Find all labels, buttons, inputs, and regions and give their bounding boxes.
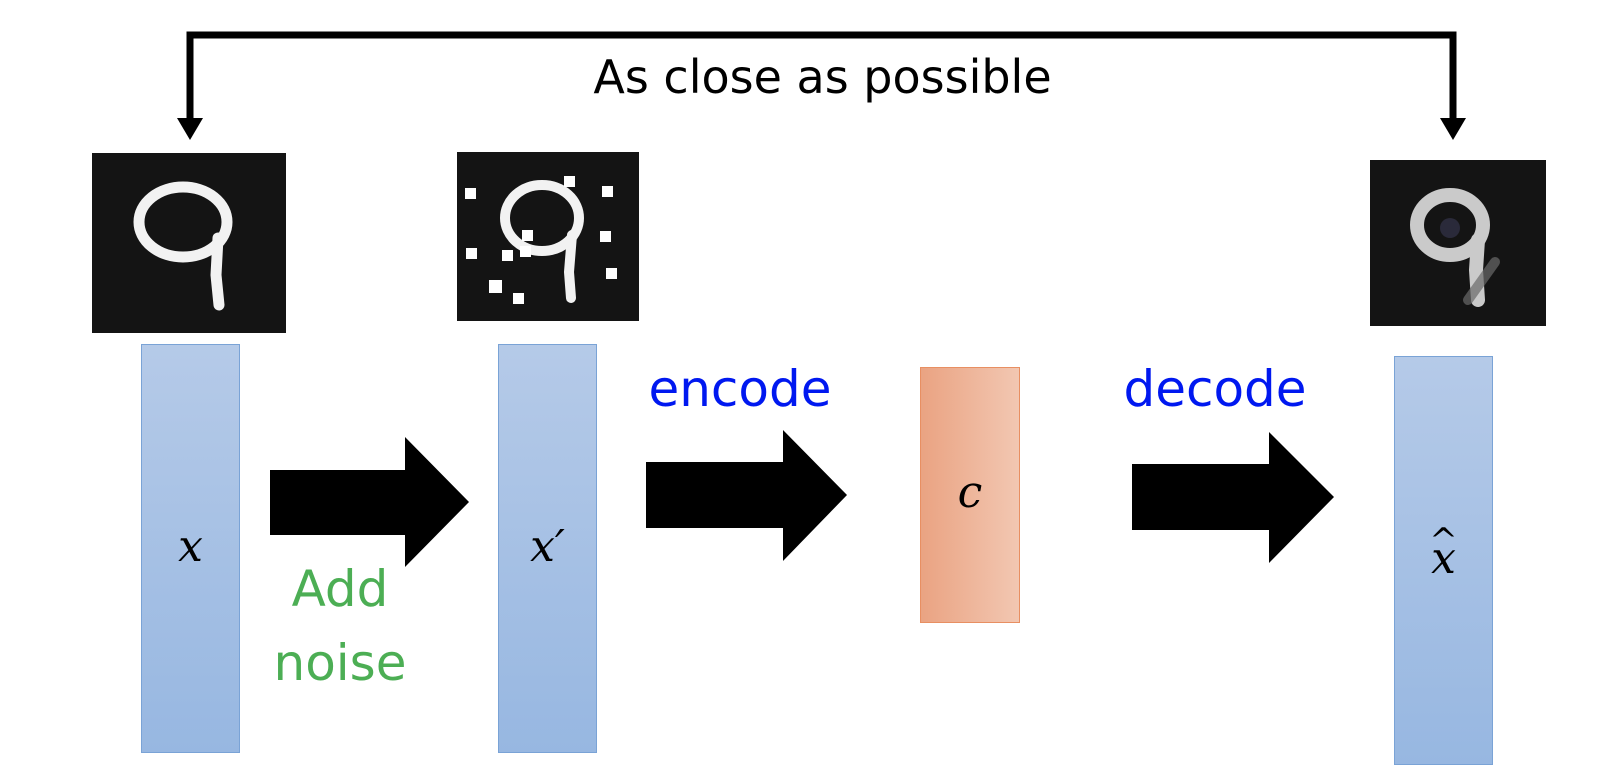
hat-accent: ^ bbox=[1429, 521, 1458, 561]
bracket-arrowhead-right bbox=[1440, 118, 1466, 140]
reconstructed-vector-base: x bbox=[1431, 533, 1456, 584]
add-noise-label: Add noise bbox=[250, 552, 430, 700]
reconstructed-digit-image bbox=[1370, 160, 1546, 326]
encode-arrow bbox=[646, 430, 847, 561]
input-digit-image bbox=[92, 153, 286, 333]
reconstruction-goal-label: As close as possible bbox=[593, 50, 1052, 104]
decode-label: decode bbox=[1123, 360, 1307, 418]
decode-arrow bbox=[1132, 432, 1334, 563]
reconstructed-vector: ^ x bbox=[1394, 356, 1493, 765]
add-noise-line-1: Add bbox=[291, 560, 389, 618]
similarity-bracket bbox=[186, 31, 1457, 125]
add-noise-arrow bbox=[270, 437, 469, 567]
noisy-vector-label: x′ bbox=[530, 521, 565, 572]
input-vector: x bbox=[141, 344, 240, 753]
encode-label: encode bbox=[648, 360, 832, 418]
latent-code-label: c bbox=[957, 467, 983, 518]
input-vector-label: x bbox=[178, 521, 203, 572]
add-noise-line-2: noise bbox=[273, 634, 407, 692]
noisy-digit-image bbox=[457, 152, 639, 321]
latent-code: c bbox=[920, 367, 1020, 623]
noisy-vector: x′ bbox=[498, 344, 597, 753]
reconstructed-vector-label: ^ x bbox=[1395, 521, 1492, 589]
bracket-arrowhead-left bbox=[177, 118, 203, 140]
